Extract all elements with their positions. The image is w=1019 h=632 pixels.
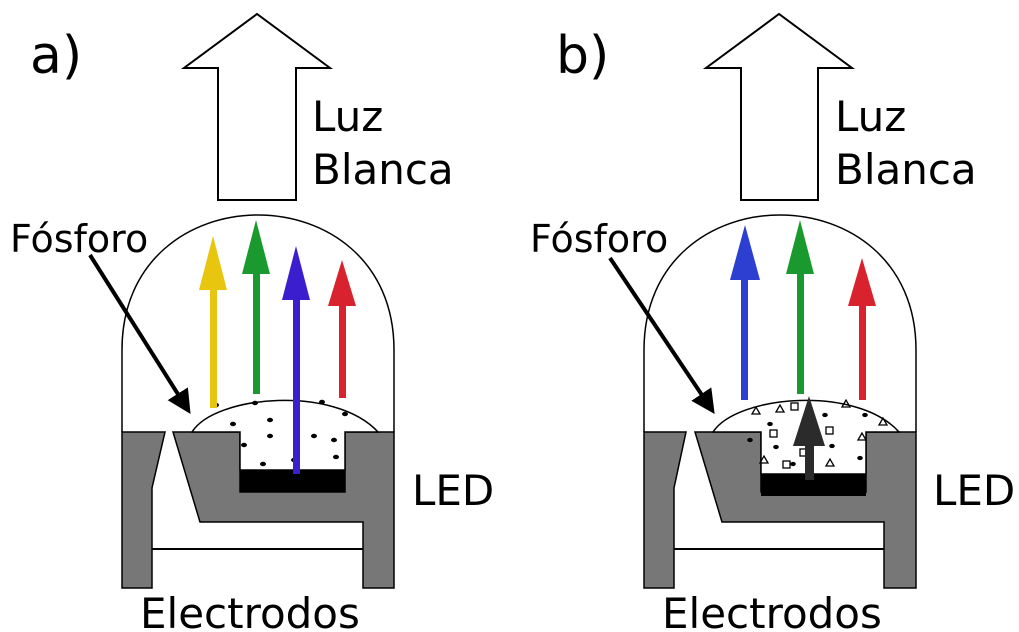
electrodes-label-b: Electrodos — [662, 589, 882, 632]
led-label-a: LED — [412, 466, 494, 515]
output-label-line1-a: Luz — [312, 92, 383, 141]
ray-red-b — [848, 258, 876, 400]
electrodes-label-a: Electrodos — [140, 589, 360, 632]
dome-a — [121, 214, 395, 432]
led-housing-a — [121, 431, 395, 589]
white-light-arrow-b — [702, 12, 856, 201]
panel-a-label: a) — [30, 26, 82, 86]
light-rays-b — [730, 220, 876, 480]
panel-a: a) Luz Blanca — [10, 12, 494, 632]
phosphor-label-a: Fósforo — [10, 217, 148, 261]
ray-blue-a — [282, 246, 310, 474]
ray-red-a — [328, 260, 356, 398]
output-label-line1-b: Luz — [835, 92, 906, 141]
dome-b — [643, 214, 917, 432]
phosphor-particles-a — [213, 399, 348, 467]
led-chip-b — [761, 474, 866, 496]
panel-b: b) Luz Blanca — [530, 12, 1015, 632]
light-rays-a — [199, 220, 356, 474]
ray-green-a — [242, 220, 270, 394]
ray-yellow-a — [199, 236, 227, 408]
panel-b-label: b) — [556, 26, 609, 86]
ray-blue-b — [730, 225, 760, 400]
phosphor-pointer-b — [608, 256, 715, 414]
phosphor-label-b: Fósforo — [530, 217, 668, 261]
ray-dark-b — [793, 396, 825, 480]
output-label-line2-b: Blanca — [835, 145, 977, 194]
phosphor-particles-b — [747, 398, 889, 469]
led-label-b: LED — [933, 466, 1015, 515]
output-label-line2-a: Blanca — [312, 145, 454, 194]
white-light-arrow-a — [180, 12, 334, 201]
phosphor-pointer-a — [88, 253, 191, 415]
ray-green-b — [786, 220, 814, 394]
led-housing-b — [643, 431, 917, 589]
led-chip-a — [240, 470, 345, 492]
phosphor-a — [190, 399, 380, 471]
